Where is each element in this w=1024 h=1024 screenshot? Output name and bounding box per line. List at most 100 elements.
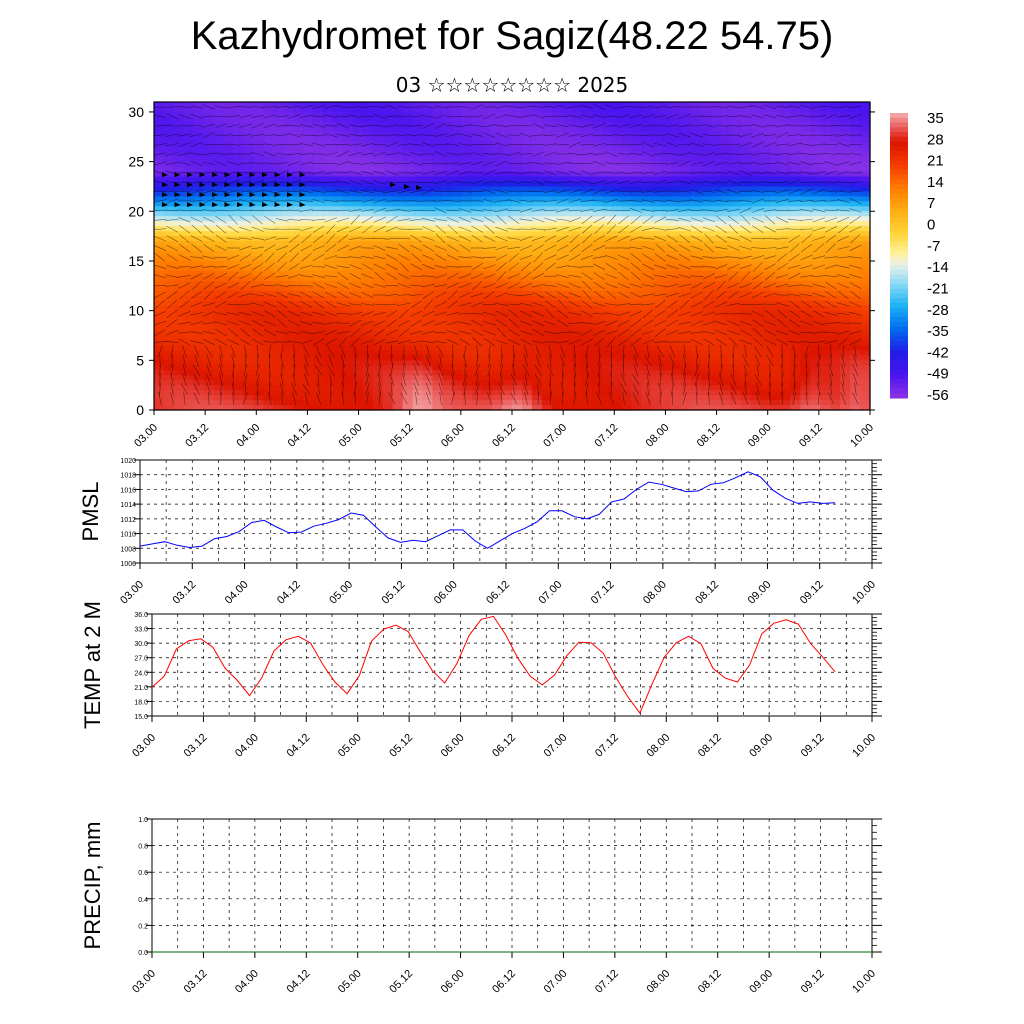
colorbar-label: -49	[927, 366, 949, 383]
x-tick-label: 07.12	[593, 732, 621, 760]
x-tick-label: 04.12	[275, 579, 303, 607]
x-tick-label: 04.00	[223, 579, 251, 607]
y-tick-label: 30	[128, 104, 144, 120]
x-tick-label: 06.00	[439, 968, 467, 996]
y-tick-label: 10	[128, 303, 144, 319]
x-tick-label: 06.00	[432, 579, 460, 607]
x-tick-label: 06.12	[490, 968, 518, 996]
x-tick-label: 05.00	[327, 579, 355, 607]
x-tick-label: 08.00	[641, 579, 669, 607]
x-tick-label: 05.00	[336, 732, 364, 760]
colorbar-label: -56	[927, 387, 949, 404]
pmsl-y-axis: 1006 1008 1010 1012 1014 1016 1018 1020	[120, 458, 882, 568]
x-tick-label: 05.00	[337, 422, 365, 450]
precip-y-axis: 0.0 0.2 0.4 0.6 0.8 1.0	[138, 817, 882, 957]
colorbar-swatch	[890, 369, 908, 375]
colorbar-swatch	[890, 189, 908, 195]
x-tick-label: 08.12	[696, 968, 724, 996]
y-tick-label: 0.4	[138, 897, 148, 904]
x-tick-label: 06.00	[439, 422, 467, 450]
colorbar-swatch	[890, 284, 908, 290]
colorbar-swatch	[890, 136, 908, 142]
pmsl-grid	[139, 459, 873, 564]
colorbar-swatch	[890, 360, 908, 366]
colorbar-swatch	[890, 193, 908, 199]
colorbar-swatch	[890, 345, 908, 351]
x-tick-label: 06.12	[484, 579, 512, 607]
y-tick-label: 0.0	[138, 950, 148, 957]
y-tick-label: 15	[128, 253, 144, 269]
y-tick-label: 0.8	[138, 844, 148, 851]
x-tick-label: 06.12	[490, 732, 518, 760]
colorbar-label: -14	[927, 259, 949, 276]
y-tick-label: 0.2	[138, 923, 148, 930]
colorbar-swatch	[890, 274, 908, 280]
x-tick-label: 08.00	[644, 732, 672, 760]
x-tick-label: 03.00	[130, 732, 158, 760]
y-tick-label: 5	[136, 352, 144, 368]
temp-y-axis: 15.0 18.0 21.0 24.0 27.0 30.0 33.0 36.0	[134, 612, 882, 721]
colorbar-swatch	[890, 288, 908, 294]
x-tick-label: 07.12	[589, 579, 617, 607]
y-tick-label: 1006	[120, 561, 136, 568]
colorbar: 35 28 21 14 7 0 -7 -14 -21 -28 -35 -42 -49 -56	[890, 110, 949, 404]
y-tick-label: 1020	[120, 458, 136, 465]
x-tick-label: 05.00	[336, 968, 364, 996]
page-title: Kazhydromet for Sagiz(48.22 54.75)	[190, 14, 834, 58]
y-tick-label: 21.0	[134, 685, 148, 692]
x-tick-label: 09.12	[797, 422, 825, 450]
precip-grid	[151, 818, 873, 953]
colorbar-label: -21	[927, 281, 949, 298]
x-tick-label: 09.12	[799, 968, 827, 996]
pmsl-series-line	[139, 471, 836, 549]
colorbar-swatch	[890, 212, 908, 218]
colorbar-swatch	[890, 374, 908, 380]
temp-series-line	[151, 615, 836, 715]
page-subtitle: 03 ☆☆☆☆☆☆☆☆ 2025	[395, 73, 629, 97]
colorbar-swatch	[890, 388, 908, 394]
colorbar-label: 28	[927, 131, 944, 148]
x-tick-label: 07.00	[542, 968, 570, 996]
colorbar-swatch	[890, 227, 908, 233]
colorbar-swatch	[890, 307, 908, 313]
colorbar-swatch	[890, 231, 908, 237]
colorbar-swatch	[890, 322, 908, 328]
x-tick-label: 04.12	[284, 968, 312, 996]
x-tick-label: 06.00	[439, 732, 467, 760]
x-tick-label: 08.12	[693, 579, 721, 607]
colorbar-swatch	[890, 269, 908, 275]
x-tick-label: 04.00	[233, 968, 261, 996]
colorbar-swatch	[890, 246, 908, 252]
x-tick-label: 05.12	[380, 579, 408, 607]
colorbar-label: -35	[927, 323, 949, 340]
x-tick-label: 07.00	[541, 422, 569, 450]
colorbar-swatch	[890, 341, 908, 347]
colorbar-swatch	[890, 127, 908, 133]
colorbar-swatch	[890, 113, 908, 119]
y-tick-label: 30.0	[134, 641, 148, 648]
y-tick-label: 24.0	[134, 670, 148, 677]
x-tick-label: 07.12	[593, 968, 621, 996]
y-tick-label: 33.0	[134, 627, 148, 634]
x-tick-label: 08.12	[695, 422, 723, 450]
colorbar-swatch	[890, 222, 908, 228]
x-tick-label: 09.00	[747, 968, 775, 996]
x-tick-label: 09.12	[798, 579, 826, 607]
temp-panel: 15.018.021.024.027.030.033.036.003.00 03.…	[80, 601, 882, 760]
y-tick-label: 20	[128, 203, 144, 219]
colorbar-swatch	[890, 350, 908, 356]
colorbar-swatch	[890, 260, 908, 266]
x-tick-label: 10.00	[850, 732, 878, 760]
colorbar-swatch	[890, 208, 908, 214]
colorbar-swatch	[890, 326, 908, 332]
colorbar-swatch	[890, 336, 908, 342]
colorbar-swatch	[890, 383, 908, 389]
colorbar-swatch	[890, 122, 908, 128]
temp-grid	[151, 613, 873, 717]
colorbar-label: 14	[927, 174, 944, 191]
colorbar-swatch	[890, 198, 908, 204]
x-tick-label: 10.00	[848, 422, 876, 450]
temp-y-label: TEMP at 2 M	[80, 601, 105, 729]
